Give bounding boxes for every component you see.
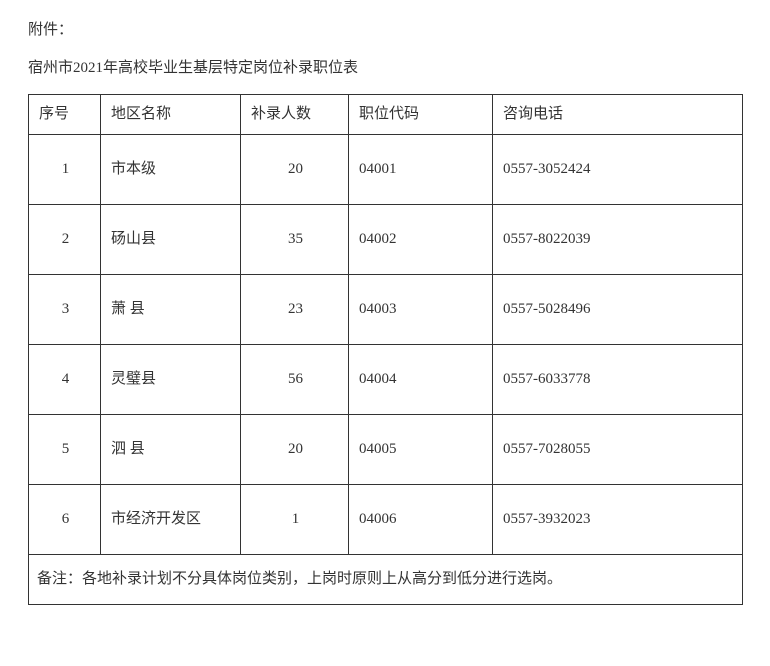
cell-tel: 0557-7028055: [493, 415, 743, 485]
table-row: 2 砀山县 35 04002 0557-8022039: [29, 205, 743, 275]
th-code: 职位代码: [349, 95, 493, 135]
cell-region: 灵璧县: [101, 345, 241, 415]
cell-region: 市经济开发区: [101, 485, 241, 555]
table-note-row: 备注：各地补录计划不分具体岗位类别，上岗时原则上从高分到低分进行选岗。: [29, 555, 743, 605]
cell-code: 04003: [349, 275, 493, 345]
cell-region: 泗 县: [101, 415, 241, 485]
page: 附件： 宿州市2021年高校毕业生基层特定岗位补录职位表 序号 地区名称 补录人…: [0, 0, 770, 625]
cell-count: 23: [241, 275, 349, 345]
cell-region: 市本级: [101, 135, 241, 205]
cell-code: 04002: [349, 205, 493, 275]
table-row: 1 市本级 20 04001 0557-3052424: [29, 135, 743, 205]
cell-code: 04006: [349, 485, 493, 555]
table-row: 3 萧 县 23 04003 0557-5028496: [29, 275, 743, 345]
doc-title: 宿州市2021年高校毕业生基层特定岗位补录职位表: [28, 56, 742, 80]
table-row: 4 灵璧县 56 04004 0557-6033778: [29, 345, 743, 415]
table-header-row: 序号 地区名称 补录人数 职位代码 咨询电话: [29, 95, 743, 135]
cell-code: 04001: [349, 135, 493, 205]
cell-index: 5: [29, 415, 101, 485]
cell-tel: 0557-6033778: [493, 345, 743, 415]
cell-tel: 0557-8022039: [493, 205, 743, 275]
cell-code: 04005: [349, 415, 493, 485]
cell-region: 萧 县: [101, 275, 241, 345]
cell-count: 35: [241, 205, 349, 275]
cell-count: 20: [241, 135, 349, 205]
cell-count: 20: [241, 415, 349, 485]
cell-index: 2: [29, 205, 101, 275]
note-cell: 备注：各地补录计划不分具体岗位类别，上岗时原则上从高分到低分进行选岗。: [29, 555, 743, 605]
table-row: 5 泗 县 20 04005 0557-7028055: [29, 415, 743, 485]
th-tel: 咨询电话: [493, 95, 743, 135]
cell-tel: 0557-3932023: [493, 485, 743, 555]
table-row: 6 市经济开发区 1 04006 0557-3932023: [29, 485, 743, 555]
cell-count: 1: [241, 485, 349, 555]
cell-index: 6: [29, 485, 101, 555]
positions-table: 序号 地区名称 补录人数 职位代码 咨询电话 1 市本级 20 04001 05…: [28, 94, 743, 605]
attachment-label: 附件：: [28, 18, 742, 42]
cell-code: 04004: [349, 345, 493, 415]
cell-index: 1: [29, 135, 101, 205]
cell-count: 56: [241, 345, 349, 415]
cell-region: 砀山县: [101, 205, 241, 275]
th-count: 补录人数: [241, 95, 349, 135]
cell-tel: 0557-5028496: [493, 275, 743, 345]
cell-index: 3: [29, 275, 101, 345]
th-region: 地区名称: [101, 95, 241, 135]
th-index: 序号: [29, 95, 101, 135]
cell-tel: 0557-3052424: [493, 135, 743, 205]
cell-index: 4: [29, 345, 101, 415]
